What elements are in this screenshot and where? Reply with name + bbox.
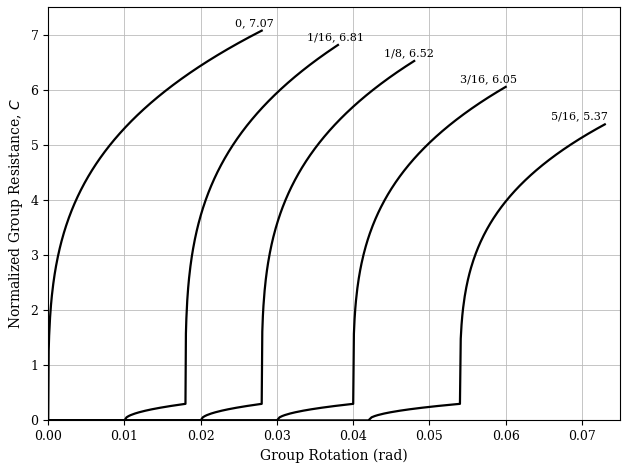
X-axis label: Group Rotation (rad): Group Rotation (rad): [260, 449, 408, 463]
Text: 5/16, 5.37: 5/16, 5.37: [551, 111, 608, 122]
Text: 0, 7.07: 0, 7.07: [235, 18, 274, 28]
Y-axis label: Normalized Group Resistance, $C$: Normalized Group Resistance, $C$: [7, 98, 25, 329]
Text: 3/16, 6.05: 3/16, 6.05: [460, 74, 517, 84]
Text: 1/8, 6.52: 1/8, 6.52: [384, 48, 434, 58]
Text: 1/16, 6.81: 1/16, 6.81: [307, 32, 364, 42]
